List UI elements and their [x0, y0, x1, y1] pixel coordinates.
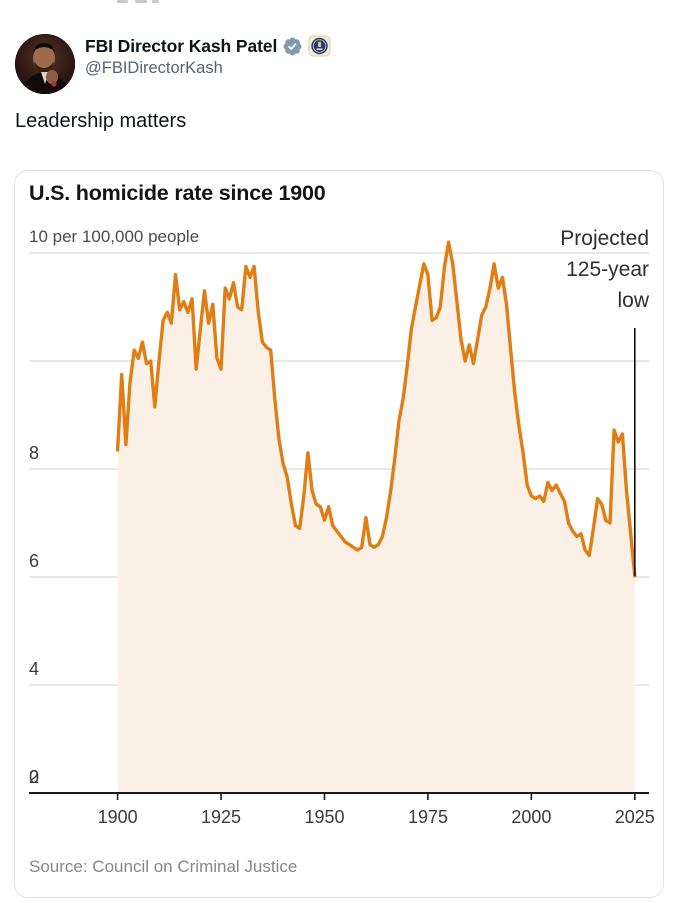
tweet-text: Leadership matters [15, 110, 187, 132]
annotation-line: Projected [560, 227, 649, 250]
homicide-rate-chart [29, 240, 649, 800]
avatar[interactable] [15, 34, 75, 94]
annotation-line: low [617, 289, 649, 312]
x-axis-tick-label: 2025 [614, 807, 655, 827]
y-axis-tick-label: 8 [29, 443, 40, 463]
y-axis-tick-label: 2 [29, 767, 40, 787]
y-axis-tick-label: 4 [29, 659, 40, 679]
cut-off-text-remnant [135, 0, 147, 3]
x-axis-tick-label: 1900 [97, 807, 138, 827]
x-axis-tick-label: 1975 [407, 807, 449, 827]
chart-unit-label: 10 per 100,000 people [29, 227, 200, 246]
cut-off-text-remnant [117, 0, 128, 3]
chart-annotation: Projected 125-year low [560, 223, 649, 316]
verified-badge-icon [282, 36, 303, 57]
chart-title: U.S. homicide rate since 1900 [29, 181, 326, 205]
x-axis-tick-label: 1950 [304, 807, 345, 827]
display-name[interactable]: FBI Director Kash Patel [85, 35, 278, 56]
avatar-photo [15, 34, 75, 94]
chart-source: Source: Council on Criminal Justice [29, 857, 298, 876]
annotation-line: 125-year [566, 258, 649, 281]
x-axis-tick-label: 1925 [200, 807, 242, 827]
cut-off-text-remnant [152, 0, 159, 3]
y-axis-tick-label: 0 [29, 767, 40, 787]
fbi-seal-emoji [308, 35, 331, 57]
y-axis-tick-label: 6 [29, 551, 40, 571]
user-handle[interactable]: @FBIDirectorKash [85, 59, 223, 77]
chart-image[interactable]: U.S. homicide rate since 1900 10 per 100… [14, 170, 664, 898]
x-axis-tick-label: 2000 [511, 807, 552, 827]
